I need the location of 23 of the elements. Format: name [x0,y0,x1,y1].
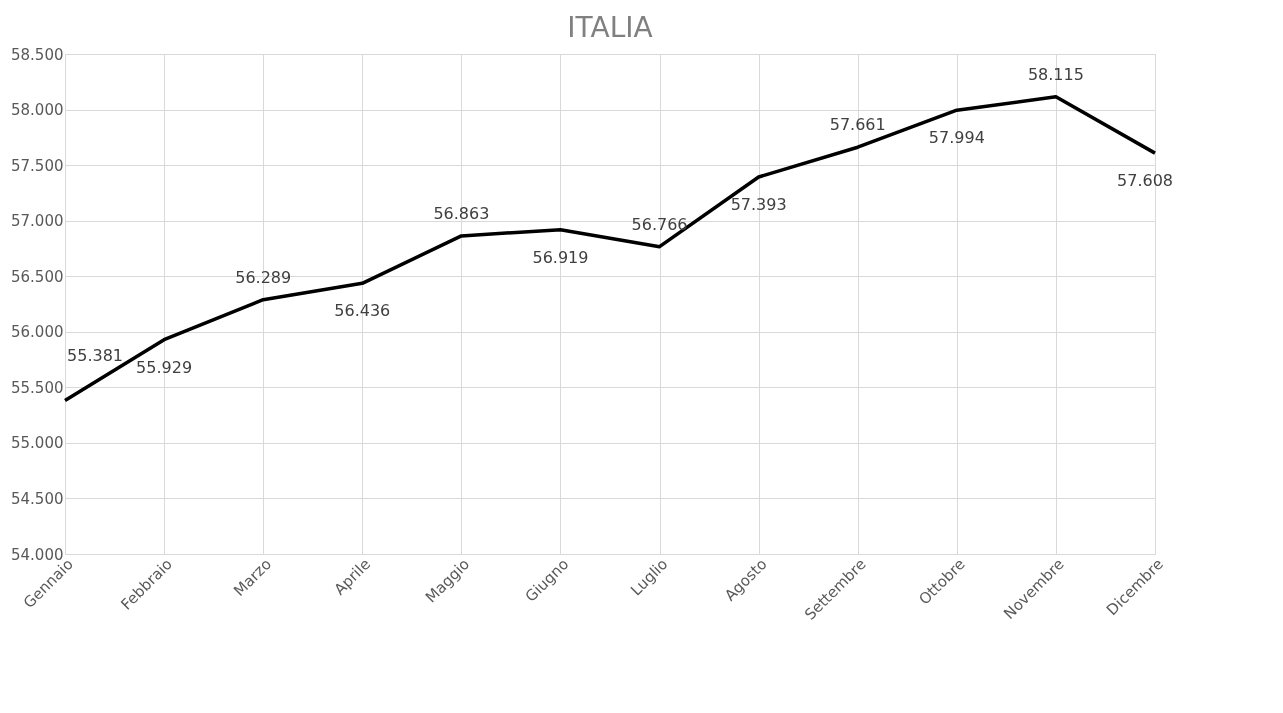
data-label: 55.381 [67,345,123,365]
data-label: 57.393 [730,195,787,214]
data-label: 58.115 [1027,64,1084,84]
y-tick-label: 54.000 [11,545,64,564]
y-tick-label: 58.000 [11,101,64,120]
data-label: 57.661 [829,115,886,135]
data-label: 57.994 [928,128,985,148]
y-tick-label: 57.500 [11,156,64,175]
y-tick-label: 55.500 [11,378,64,397]
data-label: 56.863 [433,203,490,223]
data-label: 56.766 [631,214,688,234]
y-tick-label: 56.500 [11,267,64,286]
data-label: 56.436 [334,301,391,321]
y-tick-label: 58.500 [11,45,64,64]
data-label: 56.919 [532,247,589,267]
data-label: 57.608 [1117,171,1173,191]
y-tick-label: 56.000 [11,323,64,342]
data-label: 56.289 [235,267,292,287]
y-tick-label: 57.000 [11,212,64,231]
data-label: 55.929 [136,357,193,377]
chart-title: ITALIA [567,11,653,44]
y-tick-label: 54.500 [11,489,64,508]
y-tick-label: 55.000 [11,434,64,453]
